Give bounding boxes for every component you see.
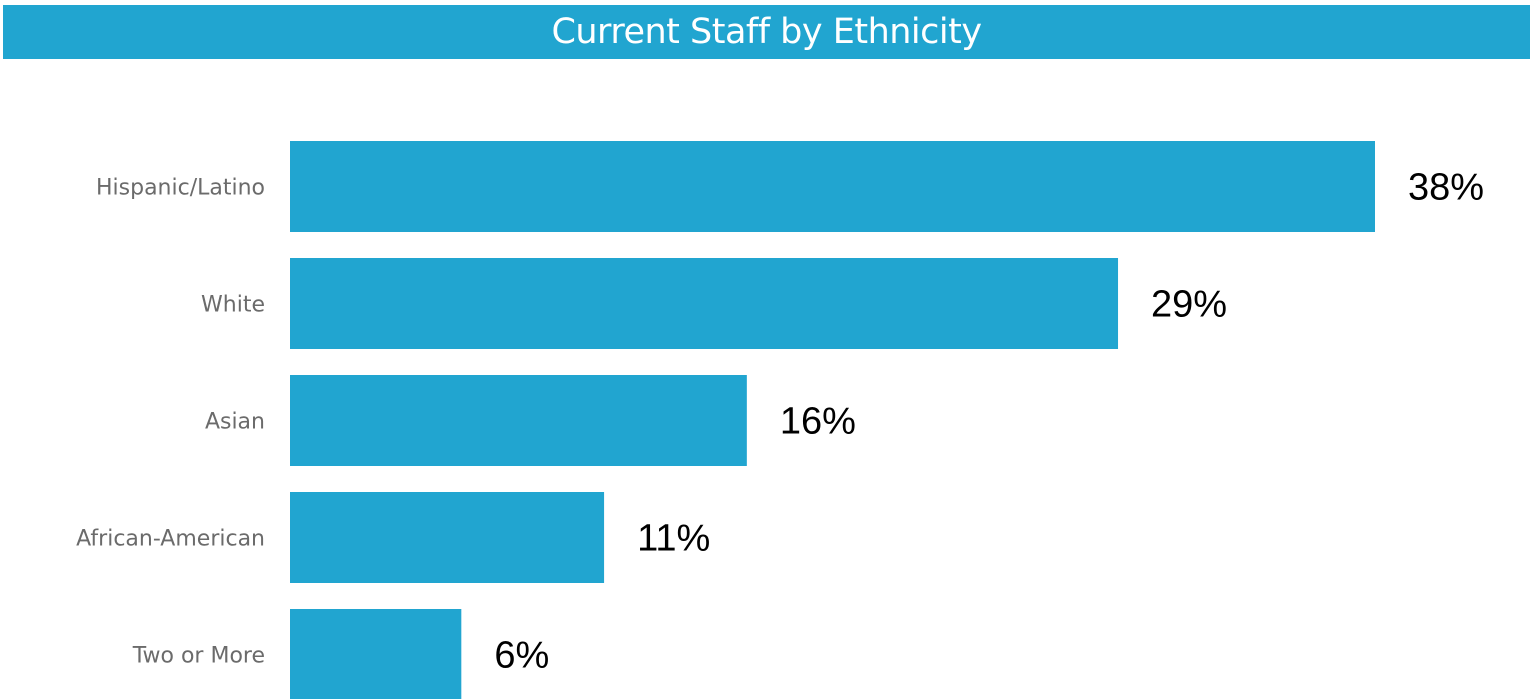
value-label-hispanic-latino: 38% bbox=[1408, 167, 1484, 209]
category-label-hispanic-latino: Hispanic/Latino bbox=[96, 176, 265, 201]
value-label-white: 29% bbox=[1151, 284, 1227, 326]
value-label-two-or-more: 6% bbox=[494, 635, 549, 677]
bar-african-american bbox=[290, 492, 605, 583]
category-label-african-american: African-American bbox=[76, 527, 265, 552]
category-label-white: White bbox=[201, 293, 265, 318]
bar-hispanic-latino bbox=[290, 141, 1375, 232]
bar-two-or-more bbox=[290, 609, 462, 699]
value-label-african-american: 11% bbox=[637, 518, 710, 560]
chart-title-bar: Current Staff by Ethnicity bbox=[3, 5, 1530, 59]
category-label-asian: Asian bbox=[205, 410, 265, 435]
category-label-two-or-more: Two or More bbox=[132, 644, 265, 669]
value-label-asian: 16% bbox=[780, 401, 856, 443]
chart-title: Current Staff by Ethnicity bbox=[551, 11, 982, 52]
bar-asian bbox=[290, 375, 747, 466]
bar-white bbox=[290, 258, 1119, 349]
